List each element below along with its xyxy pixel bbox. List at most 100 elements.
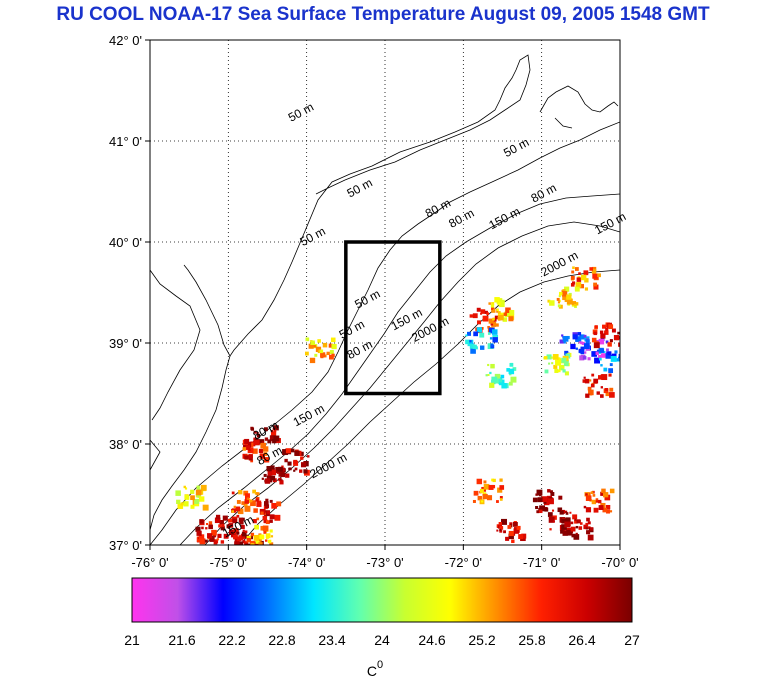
lat-tick-label: 41° 0' [109,134,142,149]
sst-pixel [555,359,561,366]
sst-pixel [592,266,597,272]
sst-pixel [198,496,205,502]
sst-pixel [473,490,479,496]
sst-pixel [496,500,499,503]
sst-pixel [544,369,549,374]
sst-patch [488,297,515,322]
sst-pixel [309,357,316,364]
sst-pixel [562,530,568,536]
sst-pixel [215,514,221,520]
sst-pixel [307,455,310,458]
sst-pixel [608,324,614,330]
sst-pixel [496,529,499,532]
sst-pixel [195,489,202,496]
sst-pixel [570,275,575,280]
sst-pixel [600,386,603,389]
colorbar-tick-label: 25.8 [518,632,545,648]
sst-pixel [591,499,597,505]
sst-pixel [583,524,588,530]
sst-pixel [273,435,280,442]
sst-pixel [329,354,334,360]
coastline-cape-cod [539,85,619,129]
sst-pixel [594,325,598,329]
sst-pixel [262,446,269,452]
sst-pixel [228,518,232,523]
sst-pixel [236,514,240,518]
sst-pixel [513,528,520,534]
sst-pixel [249,535,254,540]
sst-pixel [236,500,241,504]
sst-pixel [498,522,502,526]
sst-pixel [270,535,274,538]
sst-pixel [477,320,481,325]
sst-pixel [234,548,237,551]
sst-pixel [575,525,579,529]
sst-pixel [270,475,276,481]
sst-pixel [183,485,186,489]
sst-pixel [183,501,189,507]
sst-pixel [294,450,300,456]
sst-pixel [259,538,262,542]
sst-pixel [465,334,468,337]
sst-pixel [550,492,555,496]
sst-patch [543,352,572,376]
sst-pixel [570,283,575,287]
sst-patch [246,524,274,548]
sst-pixel [482,315,489,322]
sst-pixel [509,522,513,526]
sst-pixel [253,534,260,541]
sst-pixel [265,533,271,539]
sst-pixel [238,490,243,495]
sst-pixel [558,299,561,303]
sst-pixel [492,337,498,343]
sst-pixel [250,540,255,545]
sst-pixel [246,547,250,551]
sst-pixel [262,545,265,548]
sst-pixel [579,284,585,289]
sst-pixel [250,532,255,537]
sst-pixel [494,378,501,384]
sst-pixel [269,519,273,523]
sst-pixel [244,505,251,512]
sst-pixel [190,495,195,501]
sst-pixel [245,441,252,448]
sst-pixel [554,368,559,373]
sst-pixel [254,524,259,530]
lat-tick-label: 38° 0' [109,437,142,452]
colorbar-tick-label: 26.4 [568,632,595,648]
sst-pixel [569,511,572,514]
sst-pixel [558,364,565,371]
sst-pixel [613,335,620,341]
sst-pixel [175,490,181,496]
sst-pixel [234,541,240,545]
sst-pixel [605,388,609,391]
sst-pixel [562,335,569,342]
sst-pixel [239,541,244,545]
sst-pixel [285,448,291,454]
sst-pixel [572,266,575,270]
sst-pixel [593,507,599,513]
sst-pixel [576,277,582,282]
sst-pixel [499,526,504,530]
sst-pixel [245,543,251,545]
sst-pixel [211,529,217,536]
sst-pixel [288,467,292,471]
sst-pixel [264,437,269,441]
sst-pixel [508,381,513,386]
sst-pixel [535,506,539,510]
sst-pixel [308,343,314,349]
sst-pixel [490,343,494,347]
sst-patch [231,489,262,515]
colorbar-tick-label: 23.4 [318,632,345,648]
sst-pixel [497,301,502,306]
lon-tick-label: -76° 0' [131,555,168,570]
sst-pixel [591,269,597,274]
sst-pixel [269,542,274,545]
sst-pixel [566,298,573,305]
sst-pixel [263,501,269,506]
isobath-2000m [239,269,620,545]
sst-pixel [214,517,221,524]
sst-pixel [617,331,620,335]
sst-pixel [511,539,515,544]
sst-pixel [546,354,552,360]
